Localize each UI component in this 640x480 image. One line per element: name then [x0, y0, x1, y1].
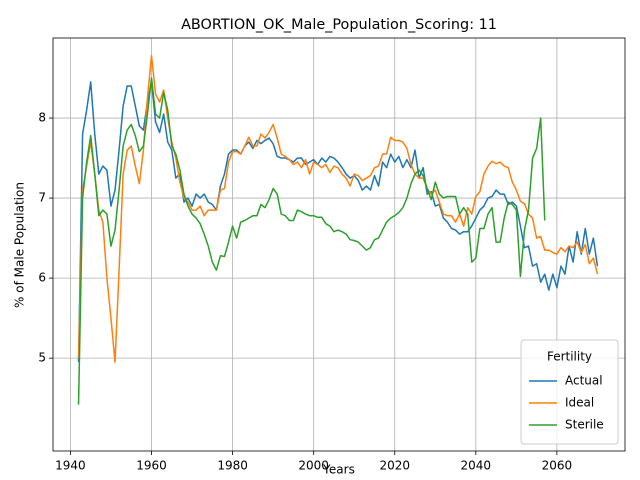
x-axis-label: Years [322, 463, 355, 477]
y-tick-label: 8 [38, 111, 46, 125]
x-tick-label: 2000 [298, 459, 329, 473]
y-axis-label: % of Male Population [13, 182, 27, 308]
legend-title: Fertility [547, 350, 592, 364]
x-tick-label: 2020 [379, 459, 410, 473]
legend-label: Actual [565, 374, 603, 388]
legend-label: Ideal [565, 396, 594, 410]
axes-frame [52, 37, 626, 452]
x-tick-label: 2060 [542, 459, 573, 473]
y-tick-label: 5 [38, 351, 46, 365]
series-line [77, 81, 599, 363]
legend-label: Sterile [565, 418, 604, 432]
series-line [77, 77, 546, 405]
chart-title: ABORTION_OK_Male_Population_Scoring: 11 [181, 17, 497, 33]
x-tick-label: 1940 [55, 459, 86, 473]
series-line [77, 54, 599, 363]
x-tick-label: 1960 [136, 459, 167, 473]
x-tick-label: 2040 [461, 459, 492, 473]
y-tick-label: 7 [38, 191, 46, 205]
legend-box [520, 339, 619, 445]
y-tick-label: 6 [38, 271, 46, 285]
x-tick-label: 1980 [217, 459, 248, 473]
